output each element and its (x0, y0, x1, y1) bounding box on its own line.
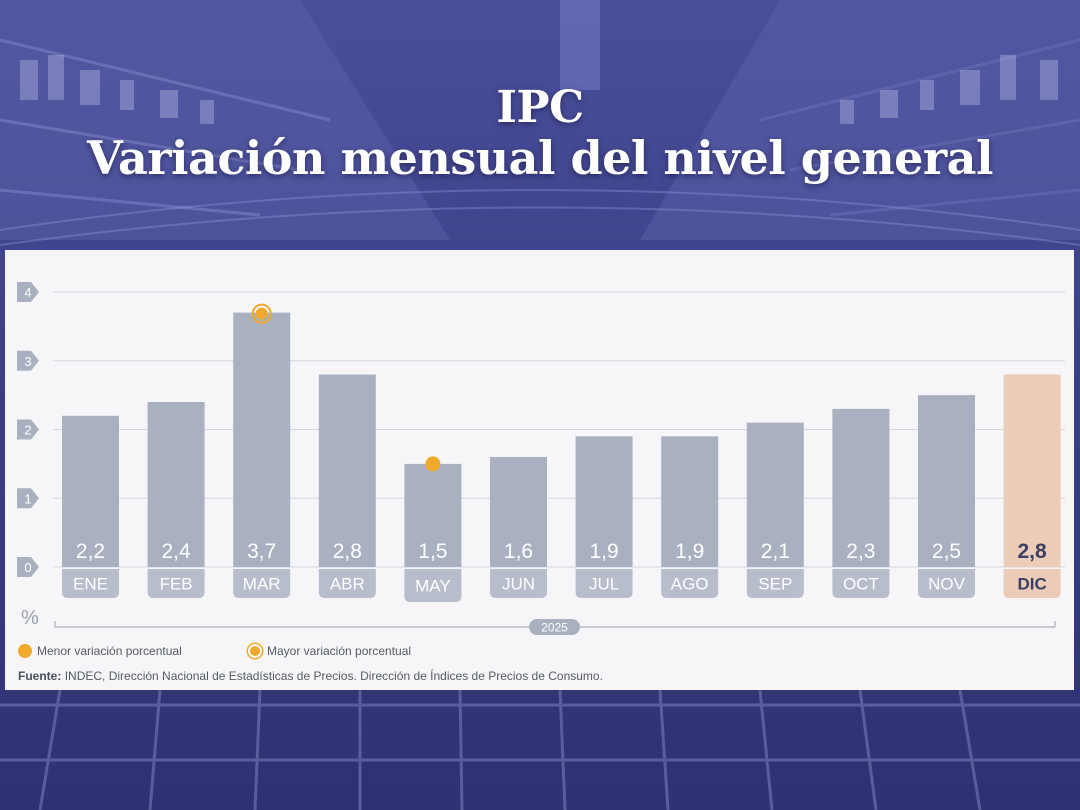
source-label: Fuente: (18, 669, 62, 683)
category-tab (661, 569, 719, 598)
bar (918, 395, 975, 567)
category-label: MAR (243, 575, 281, 594)
bar-value-label: 1,6 (504, 540, 533, 563)
category-tab (1003, 569, 1061, 598)
y-tick-badge (17, 419, 39, 440)
category-tab (62, 569, 119, 598)
bar-chart: 0 1 2 3 4 2,2 ENE 2,4 FEB 3,7 MAR 2,8 ABR 1,5 MAY 1,6 JU… (17, 282, 1065, 635)
bar-value-label: 2,8 (333, 540, 362, 563)
bar-value-label: 1,9 (675, 540, 704, 563)
bar-value-label: 1,9 (589, 540, 618, 563)
bar (62, 415, 119, 567)
legend-mayor: Mayor variación porcentual (248, 644, 411, 658)
category-tab (147, 569, 205, 598)
source-note: Fuente: INDEC, Dirección Nacional de Est… (18, 669, 603, 683)
y-tick-label: 0 (24, 560, 31, 575)
bar (1003, 374, 1061, 567)
bar-value-label: 1,5 (418, 540, 447, 563)
menor-marker-icon (18, 644, 32, 658)
bar (661, 436, 719, 567)
category-label: NOV (928, 575, 966, 594)
bar (404, 463, 462, 567)
category-tab (318, 569, 376, 598)
bar-value-label: 2,2 (76, 540, 105, 563)
max-marker (255, 307, 268, 320)
chart-title-line1: IPC (496, 82, 584, 133)
category-label: MAY (415, 577, 451, 596)
category-label: DIC (1017, 575, 1046, 594)
min-marker (425, 456, 441, 472)
bar-value-label: 2,1 (761, 540, 790, 563)
legend-mayor-label: Mayor variación porcentual (267, 644, 412, 658)
y-tick-badge (17, 557, 39, 577)
category-tab (404, 569, 462, 602)
y-tick-label: 3 (24, 354, 31, 369)
category-tab (575, 569, 633, 598)
category-label: SEP (758, 575, 792, 594)
category-tab (918, 569, 975, 598)
category-tab (490, 569, 547, 598)
category-label: FEB (160, 575, 193, 594)
y-tick-badge (17, 488, 39, 509)
y-tick-label: 2 (24, 423, 31, 438)
y-tick-label: 1 (24, 491, 31, 506)
y-axis-unit: % (21, 607, 39, 629)
mayor-marker-icon (248, 644, 262, 658)
category-label: ABR (330, 575, 365, 594)
bar (575, 436, 633, 567)
bar-value-label: 2,3 (846, 540, 875, 563)
legend-menor: Menor variación porcentual (18, 644, 182, 658)
source-text: INDEC, Dirección Nacional de Estadística… (64, 669, 603, 683)
y-tick-badge (17, 282, 39, 302)
bar-value-label: 2,5 (932, 540, 961, 563)
category-label: JUL (589, 575, 619, 594)
bar (746, 422, 804, 567)
bar (147, 402, 205, 567)
bar (832, 408, 890, 567)
year-label: 2025 (541, 621, 568, 635)
bar-value-label: 2,4 (161, 540, 191, 563)
category-label: AGO (671, 575, 709, 594)
category-tab (832, 569, 890, 598)
bar (233, 312, 291, 567)
chart-title-line2: Variación mensual del nivel general (87, 131, 993, 185)
bar-value-label: 2,8 (1017, 540, 1047, 563)
bar-value-label: 3,7 (247, 540, 276, 563)
max-marker-ring (251, 303, 272, 324)
legend-menor-label: Menor variación porcentual (37, 644, 182, 658)
category-label: ENE (73, 575, 108, 594)
bar (490, 457, 547, 567)
y-tick-badge (17, 350, 39, 371)
category-label: OCT (843, 575, 879, 594)
y-tick-label: 4 (24, 285, 31, 300)
year-pill (529, 619, 580, 635)
category-label: JUN (502, 575, 535, 594)
category-tab (746, 569, 804, 598)
bar (318, 374, 376, 567)
category-tab (233, 569, 291, 598)
chart-panel: 0 1 2 3 4 2,2 ENE 2,4 FEB 3,7 MAR 2,8 ABR 1,5 MAY 1,6 JU… (5, 250, 1074, 690)
